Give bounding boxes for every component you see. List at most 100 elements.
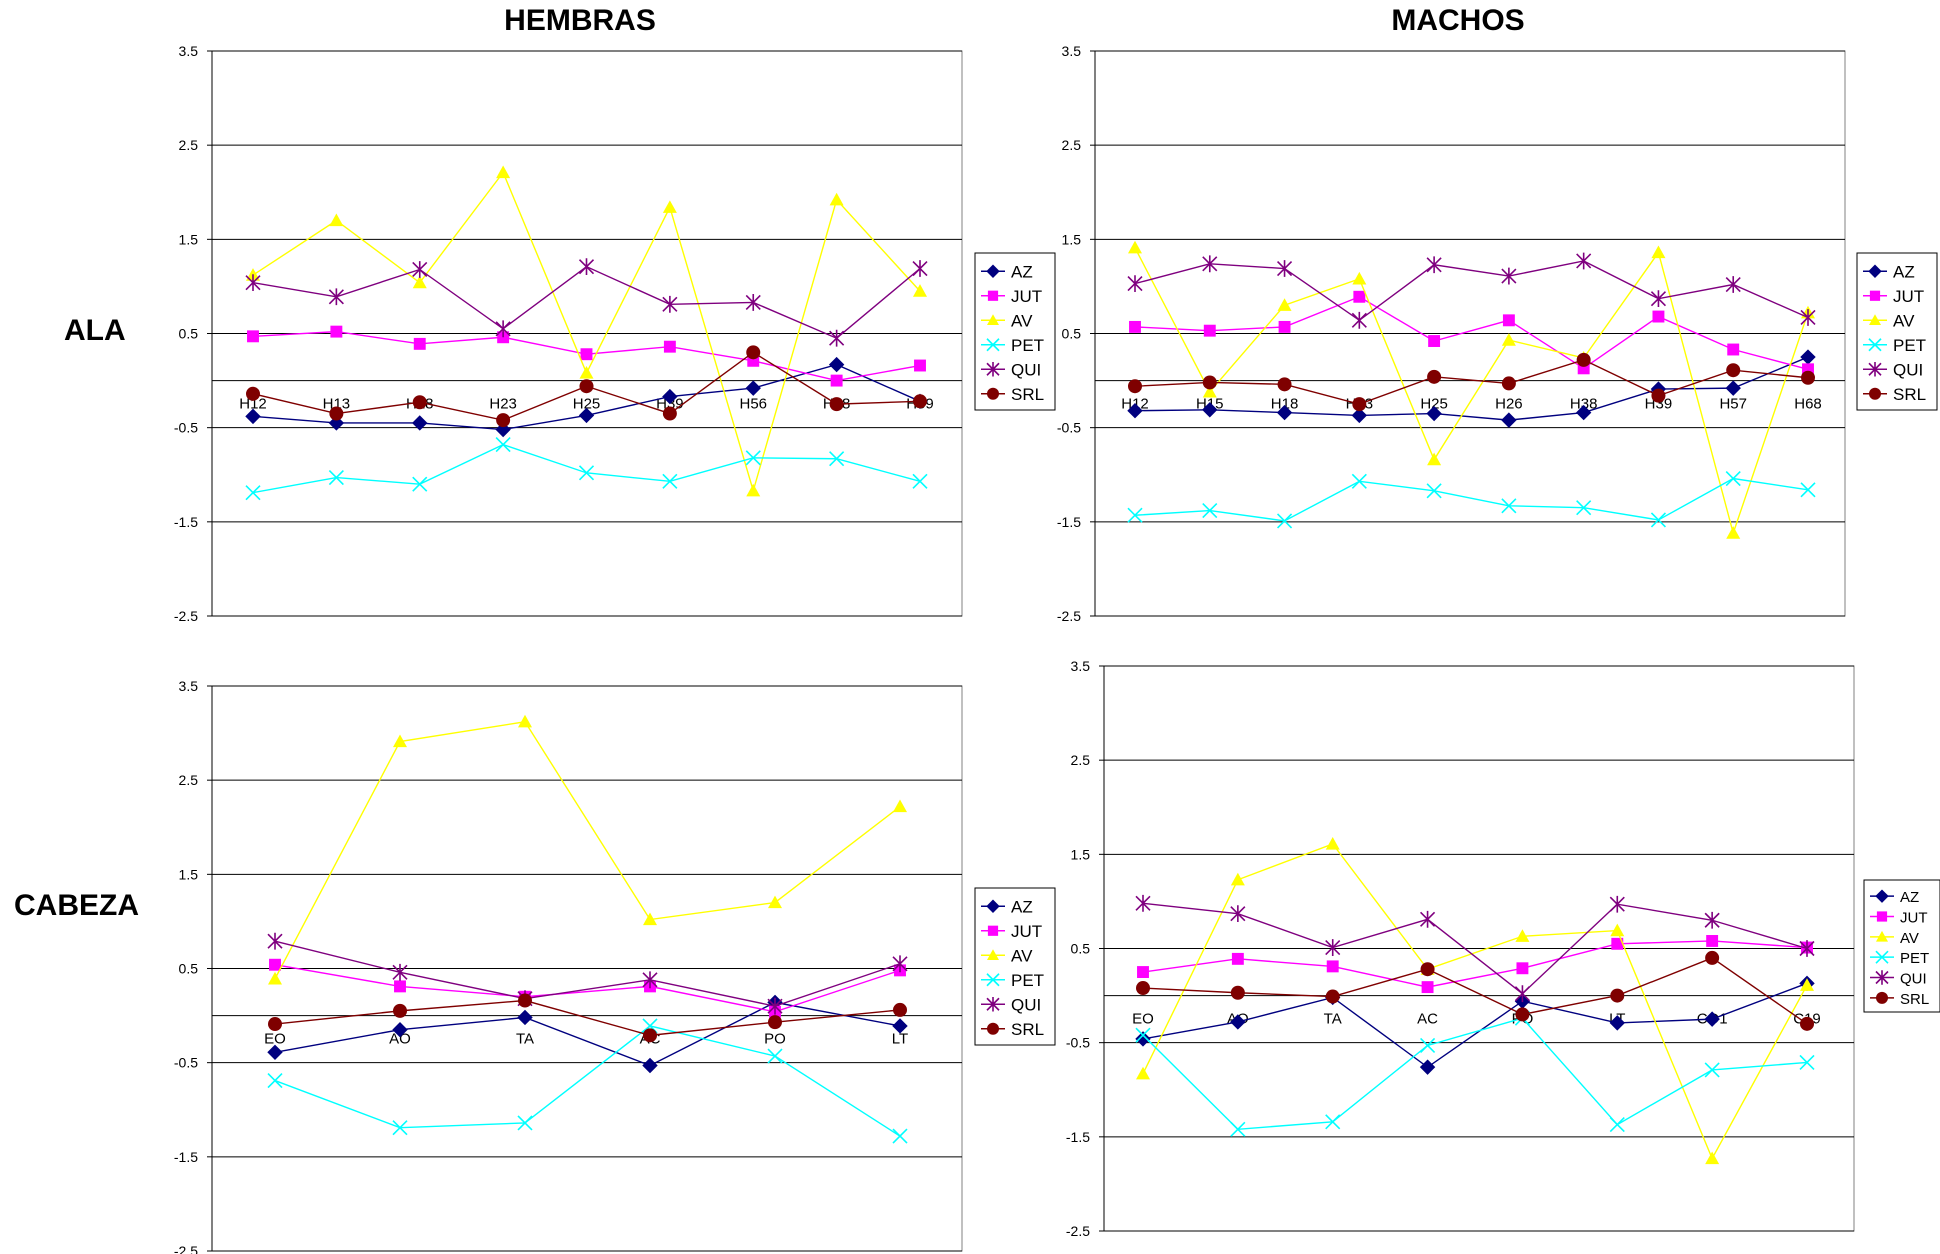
y-tick-label: 2.5 [179,772,199,788]
marker-av [1705,1151,1720,1165]
marker-qui [1420,910,1436,928]
marker-srl [518,993,532,1008]
chart-1: 3.52.51.50.5-0.5-1.5-2.5H12H13H18H23H25H… [174,43,1056,624]
y-tick-label: -1.5 [174,1149,198,1165]
marker-pet [1800,482,1816,498]
y-tick-label: -1.5 [1066,1129,1090,1145]
marker-av [579,366,594,379]
y-tick-label: 0.5 [1071,941,1091,957]
marker-az [267,1044,283,1061]
marker-srl [246,386,260,401]
marker-qui [1868,362,1882,377]
marker-av [496,165,511,179]
marker-av [393,734,407,748]
marker-qui [745,294,761,311]
marker-qui [892,955,908,973]
x-tick-label: EO [264,1031,286,1048]
marker-jut [1502,314,1515,327]
marker-pet [1704,1062,1720,1078]
marker-srl [746,345,761,360]
marker-srl [1352,397,1367,412]
marker-jut [1869,290,1881,301]
marker-jut [1421,981,1434,994]
marker-qui [495,320,511,338]
marker-jut [497,331,510,344]
marker-pet [829,451,845,467]
marker-pet [986,973,1000,987]
marker-jut [1876,911,1888,922]
marker-jut [330,325,343,338]
y-tick-label: 0.5 [1062,326,1082,342]
marker-jut [1353,290,1366,303]
marker-av [1610,923,1625,937]
legend-label-pet: PET [1900,950,1929,967]
x-tick-label: EO [1132,1011,1154,1028]
x-tick-label: H25 [573,396,601,413]
marker-az [1725,380,1741,396]
marker-pet [1725,470,1741,487]
legend: AZ JUT AV PET QUI SRL [1863,879,1940,1013]
x-tick-label: H56 [739,396,767,413]
marker-av [768,895,782,909]
marker-pet [495,437,511,453]
marker-srl [1576,352,1591,367]
marker-av [829,192,844,206]
marker-qui [829,329,845,347]
marker-pet [1650,512,1667,528]
marker-jut [663,340,676,353]
marker-srl [1427,369,1442,384]
marker-srl [893,1002,907,1017]
marker-pet [767,1048,783,1064]
marker-az [412,415,428,431]
marker-jut [987,290,999,301]
marker-srl [1610,988,1625,1003]
y-tick-label: 0.5 [179,961,199,977]
marker-pet [1202,502,1218,519]
marker-qui [1276,260,1293,277]
marker-jut [987,925,999,936]
column-title-hembras: HEMBRAS [504,4,656,37]
marker-srl [412,395,427,410]
legend-label-srl: SRL [1011,385,1044,404]
marker-av [1515,929,1530,942]
marker-av [1325,836,1340,850]
legend-label-av: AV [1893,311,1915,330]
legend-label-az: AZ [1011,262,1033,281]
legend-label-av: AV [1900,930,1919,947]
y-tick-label: 2.5 [1062,137,1082,153]
x-tick-label: H68 [1794,396,1822,413]
marker-pet [1799,1054,1815,1071]
y-tick-label: 3.5 [1062,43,1082,59]
legend-label-qui: QUI [1011,995,1041,1014]
x-tick-label: H18 [1271,396,1299,413]
marker-pet [1325,1114,1341,1130]
marker-srl [1501,376,1516,391]
marker-az [1501,412,1517,428]
x-tick-label: H23 [489,396,517,413]
marker-az [392,1022,408,1038]
marker-jut [1577,362,1590,375]
column-title-machos: MACHOS [1391,4,1525,37]
marker-av [412,275,427,289]
marker-pet [412,476,428,492]
marker-qui [662,295,678,313]
marker-az [1609,1015,1625,1031]
legend-label-jut: JUT [1011,287,1042,306]
marker-az [986,899,1000,913]
series-line-qui [1134,260,1809,322]
marker-qui [1609,895,1625,913]
y-tick-label: -0.5 [1057,420,1081,436]
marker-av [329,213,344,227]
marker-qui [1135,894,1151,912]
marker-qui [1202,255,1218,273]
marker-av [1230,872,1245,886]
marker-srl [1705,950,1720,965]
marker-av [518,714,532,728]
marker-pet [986,338,1000,352]
marker-av [1427,452,1442,466]
marker-jut [413,337,426,350]
marker-jut [830,374,843,387]
marker-pet [1351,473,1367,489]
marker-pet [578,465,595,481]
